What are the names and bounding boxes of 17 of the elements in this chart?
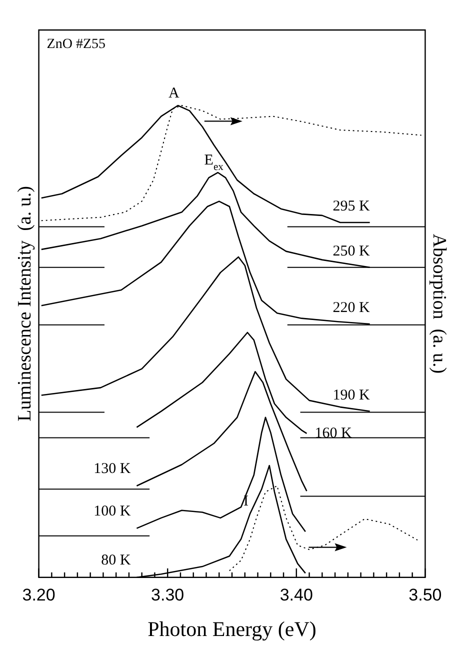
series-label: 130 K [94,460,131,477]
y-axis-title: Luminescence Intensity (a. u.) [14,186,36,422]
x-tick-label: 3.50 [408,585,442,604]
series-label: 80 K [101,552,131,568]
y2-axis-title: Absorption (a. u.) [428,234,450,374]
series-label: 190 K [332,387,370,404]
x-tick-label: 3.20 [22,585,56,604]
series-label: 100 K [94,503,131,520]
x-axis-title: Photon Energy (eV) [148,616,316,641]
series-label: 250 K [332,243,370,260]
series-label: 160 K [314,425,352,442]
x-tick-label: 3.30 [151,585,184,604]
annotation: A [168,86,180,102]
series-label: 220 K [332,300,370,316]
x-tick-label: 3.40 [280,585,313,604]
text: ZnO #Z55 [46,37,106,52]
series-label: 295 K [332,198,370,215]
